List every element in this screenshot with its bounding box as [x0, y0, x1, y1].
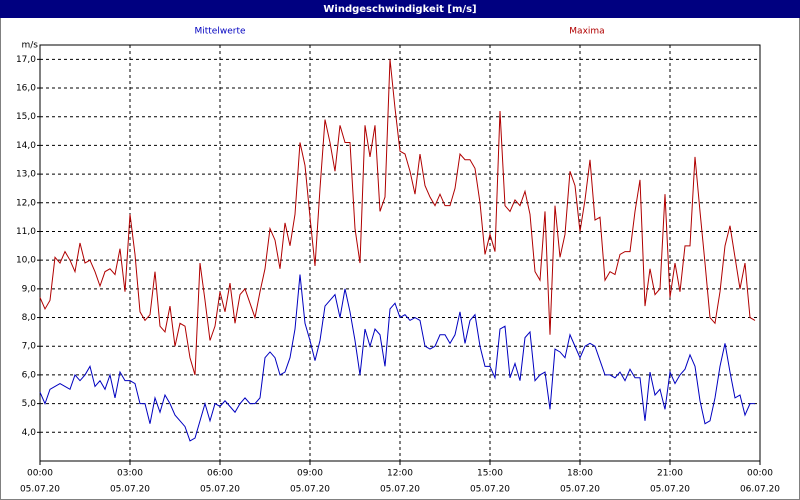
x-tick-date: 05.07.20 — [20, 485, 60, 495]
x-tick-date: 05.07.20 — [290, 485, 330, 495]
plot-frame — [39, 44, 761, 462]
y-tick-label: 6,0 — [22, 370, 37, 380]
x-tick-date: 05.07.20 — [200, 485, 240, 495]
chart-title: Windgeschwindigkeit [m/s] — [323, 4, 476, 15]
y-unit: m/s — [22, 41, 39, 51]
x-tick-label: 18:00 — [567, 469, 593, 479]
y-tick-label: 17,0 — [16, 55, 36, 65]
series-line — [39, 274, 755, 442]
title-bar — [0, 0, 800, 18]
series-line — [39, 59, 756, 376]
y-tick-label: 11,0 — [16, 227, 36, 237]
y-tick-label: 14,0 — [16, 141, 36, 151]
y-tick-label: 15,0 — [16, 112, 36, 122]
x-tick-label: 00:00 — [747, 469, 773, 479]
y-tick-label: 16,0 — [16, 84, 36, 94]
x-tick-label: 09:00 — [297, 469, 323, 479]
y-tick-label: 5,0 — [22, 399, 37, 409]
y-tick-label: 7,0 — [22, 342, 37, 352]
y-tick-label: 12,0 — [16, 198, 36, 208]
x-tick-label: 03:00 — [117, 469, 143, 479]
x-tick-label: 15:00 — [477, 469, 503, 479]
x-tick-date: 05.07.20 — [380, 485, 420, 495]
y-tick-label: 13,0 — [16, 170, 36, 180]
legend-entry: Mittelwerte — [194, 27, 245, 37]
x-tick-label: 21:00 — [657, 469, 683, 479]
x-tick-date: 05.07.20 — [650, 485, 690, 495]
y-tick-label: 8,0 — [22, 313, 37, 323]
x-tick-date: 06.07.20 — [740, 485, 780, 495]
x-tick-date: 05.07.20 — [110, 485, 150, 495]
x-tick-label: 00:00 — [27, 469, 53, 479]
y-tick-label: 9,0 — [22, 284, 37, 294]
y-tick-label: 10,0 — [16, 256, 36, 266]
x-tick-date: 05.07.20 — [470, 485, 510, 495]
legend-entry: Maxima — [569, 27, 604, 37]
y-tick-label: 4,0 — [22, 428, 37, 438]
x-tick-label: 12:00 — [387, 469, 413, 479]
x-tick-label: 06:00 — [207, 469, 233, 479]
x-tick-date: 05.07.20 — [560, 485, 600, 495]
